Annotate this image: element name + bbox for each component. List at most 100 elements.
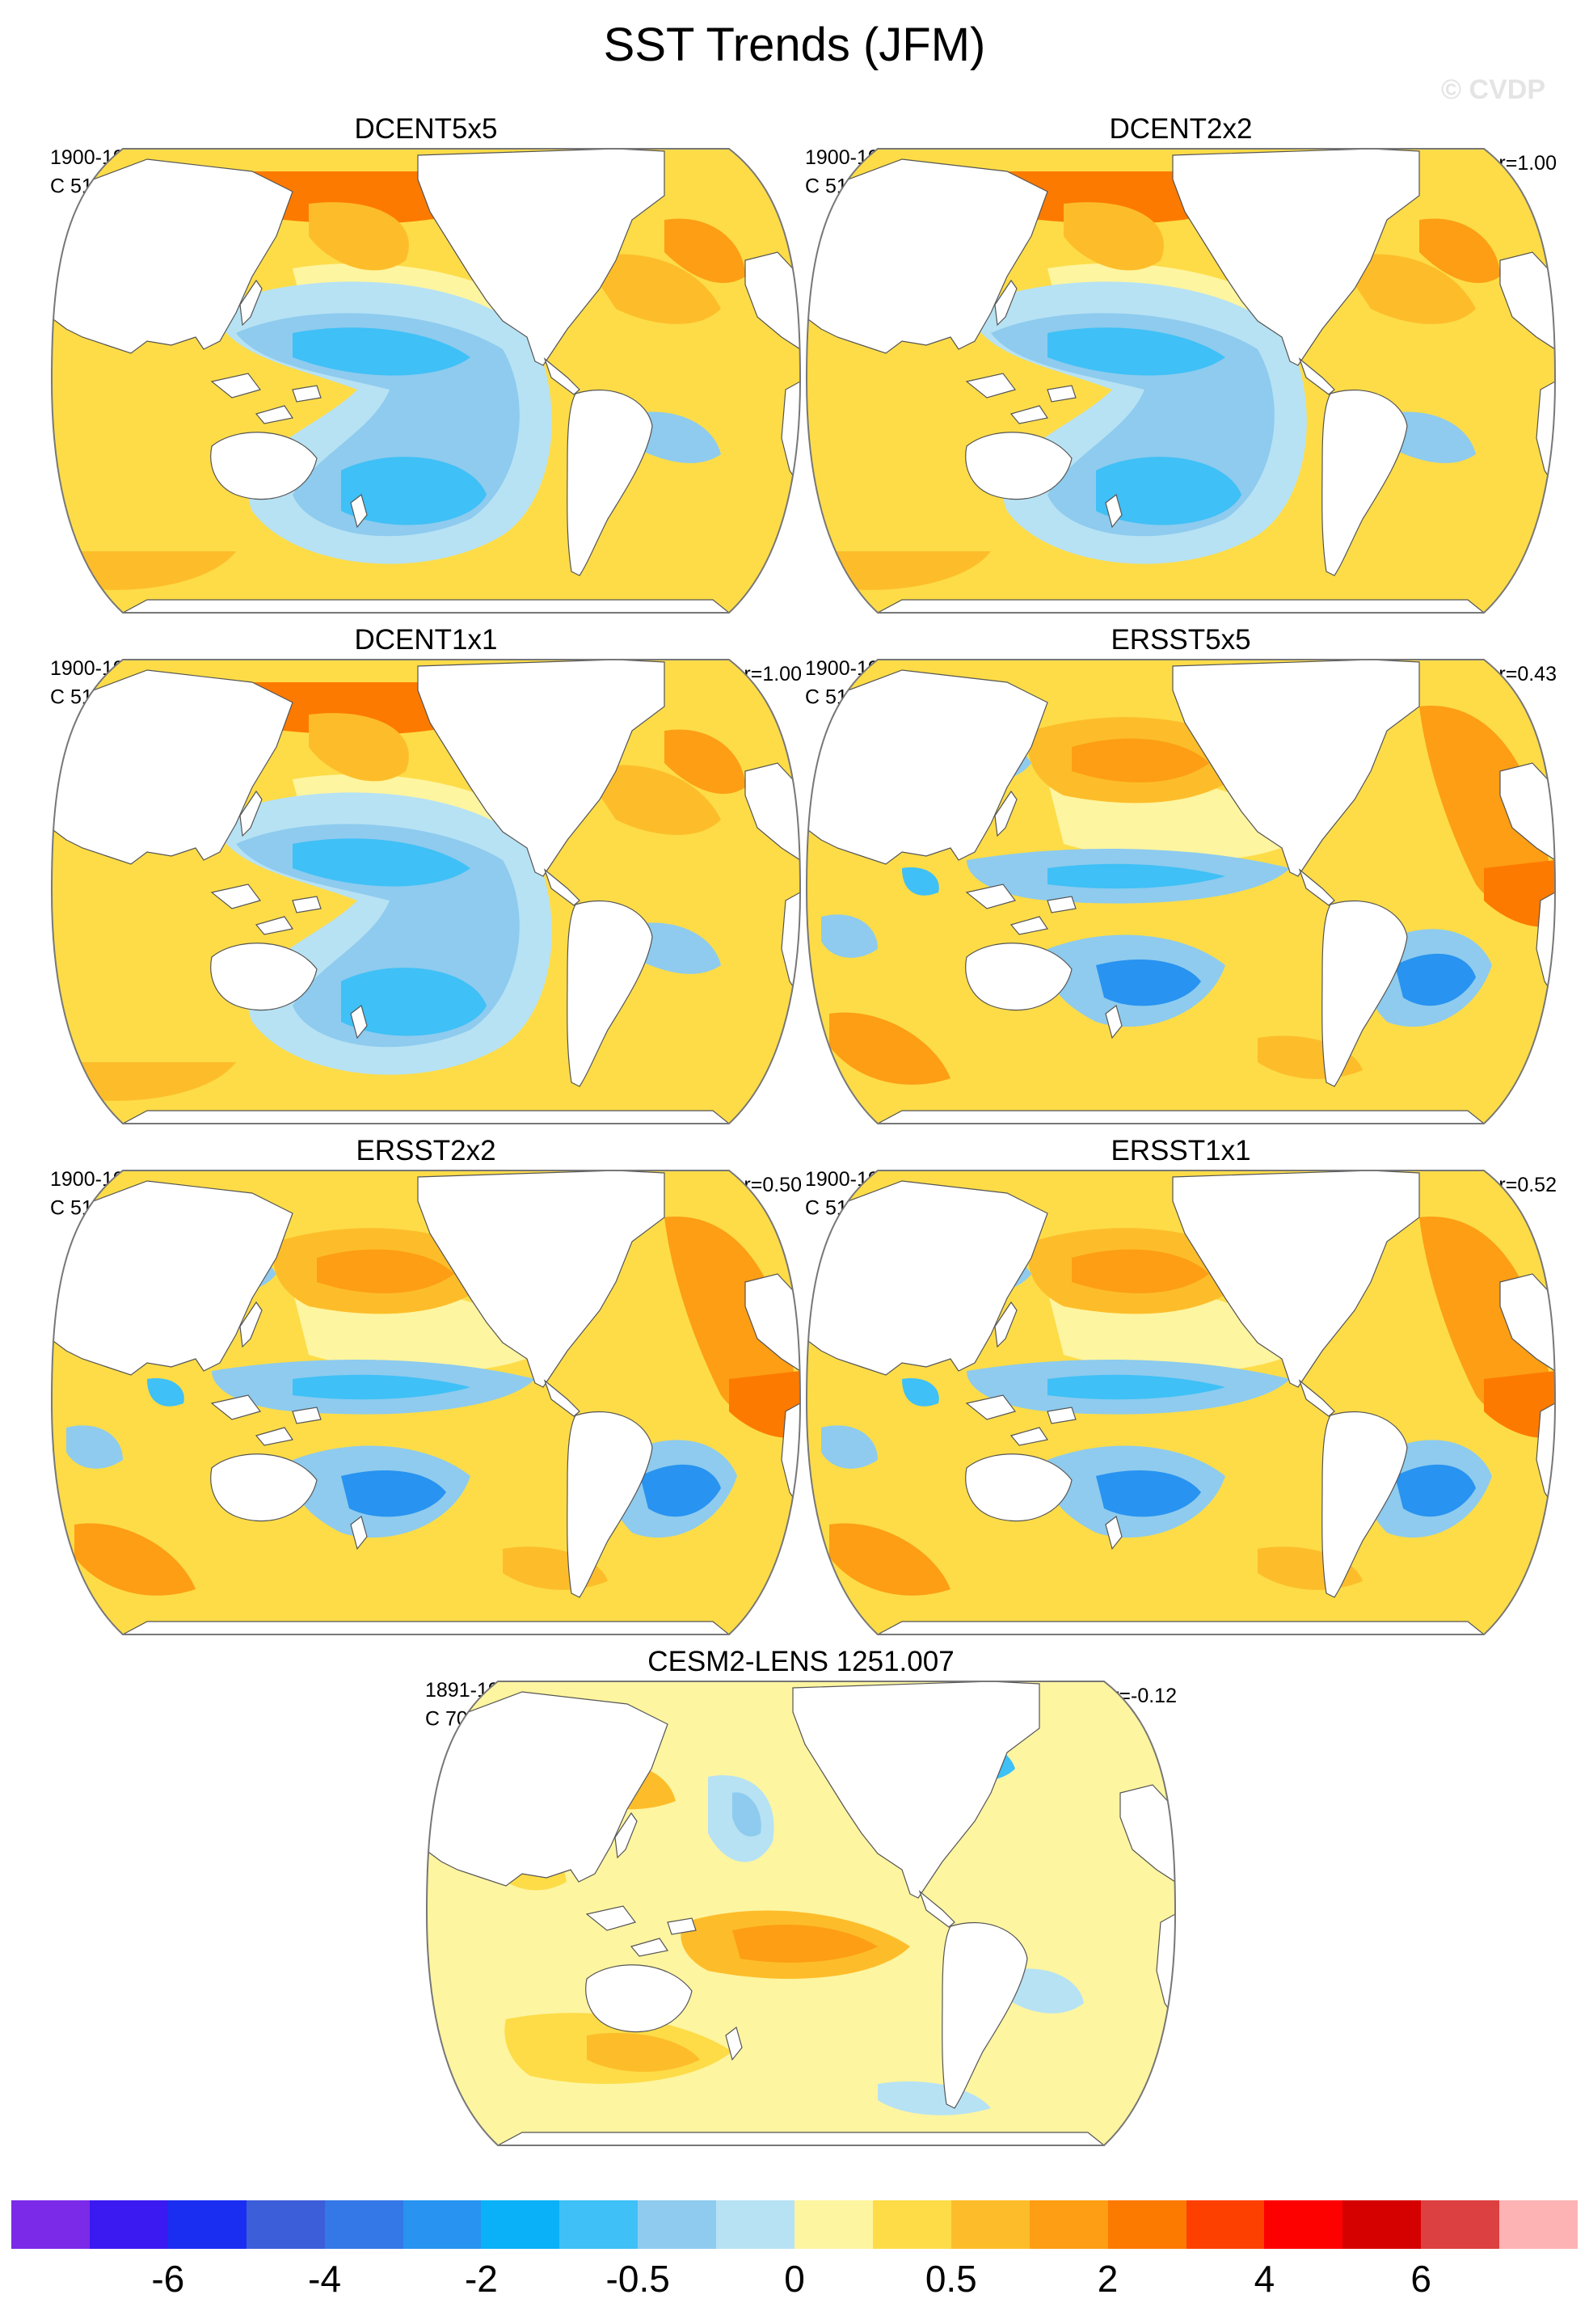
land-mass [497,2132,1106,2145]
land-mass [614,1812,638,1859]
land-mass [744,251,800,351]
map-outline [425,1681,1177,2146]
colorbar-tick-label: 6 [1410,2258,1431,2300]
anomaly-contour [587,2032,700,2072]
land-mass [52,1180,293,1376]
colorbar-swatch [481,2200,560,2249]
land-mass [292,1407,322,1424]
colorbar-swatch [1499,2200,1578,2249]
sst-trend-map [50,1170,802,1635]
anomaly-contour [807,317,904,543]
land-mass [1009,916,1048,935]
anomaly-contour [829,1012,950,1085]
land-mass [255,1427,293,1446]
land-mass [1499,1273,1555,1373]
land-mass [543,1379,580,1417]
land-mass [1047,1407,1077,1424]
anomaly-contour [309,713,409,782]
land-mass [210,432,318,500]
anomaly-contour [293,327,470,376]
land-mass [1047,896,1077,913]
anomaly-contour [293,838,470,887]
land-mass [744,762,800,862]
land-mass [1321,390,1408,576]
colorbar-swatch [1186,2200,1265,2249]
panel-correlation: r=0.52 [1498,1174,1557,1196]
anomaly-contour [732,1792,761,1837]
land-mass [965,1394,1017,1420]
anomaly-contour [52,828,149,1054]
land-mass [1119,1784,1175,1883]
land-mass [1499,762,1555,862]
panel-title: DCENT2x2 [1109,113,1253,145]
land-mass [807,1180,1048,1376]
colorbar-swatch [1342,2200,1422,2249]
land-mass [1105,493,1123,529]
anomaly-contour [902,867,939,896]
colorbar-swatch [794,2200,874,2249]
anomaly-contour [1387,411,1476,463]
land-mass [210,1453,318,1522]
land-mass [994,790,1018,837]
anomaly-contour [147,1378,184,1407]
colorbar-swatch [167,2200,247,2249]
map-outline [50,1170,802,1635]
land-mass [1499,251,1555,351]
colorbar-swatch [11,2200,91,2249]
anomaly-contour [1395,953,1476,1006]
land-mass [122,1110,731,1124]
land-mass [1009,405,1048,424]
sst-trend-map [805,1170,1557,1635]
anomaly-contour [66,1425,123,1469]
land-mass [667,1917,697,1935]
land-mass [965,432,1073,500]
anomaly-contour [1072,738,1209,782]
land-mass [877,599,1486,613]
panel-title: ERSST1x1 [1111,1135,1251,1166]
anomaly-contour [584,254,721,324]
panel-title: ERSST2x2 [356,1135,496,1166]
anomaly-contour [664,729,745,795]
colorbar [11,2200,1578,2249]
land-mass [543,868,580,906]
colorbar-tick-label: 0.5 [925,2258,977,2300]
land-mass [255,405,293,424]
anomaly-contour [902,1378,939,1407]
land-mass [1105,1515,1123,1550]
land-mass [350,493,368,529]
land-mass [994,279,1018,327]
colorbar-tick-label: 2 [1097,2258,1119,2300]
land-mass [567,390,653,576]
colorbar-swatch [246,2200,326,2249]
land-mass [1298,868,1335,906]
colorbar-swatch [716,2200,795,2249]
colorbar-tick-label: -2 [464,2258,498,2300]
anomaly-contour [1419,218,1500,284]
panel-correlation: r=1.00 [1498,152,1557,175]
panel-title: DCENT1x1 [354,624,498,656]
anomaly-contour [1047,863,1225,889]
land-mass [807,669,1048,865]
land-mass [122,599,731,613]
anomaly-contour [1096,959,1201,1006]
figure-title: SST Trends (JFM) [603,19,986,71]
land-mass [350,1004,368,1040]
land-mass [585,1964,693,2033]
colorbar-tick-label: 0 [784,2258,805,2300]
land-mass [1172,660,1420,877]
colorbar-swatch [1107,2200,1186,2249]
anomaly-contour [821,1425,878,1469]
sst-trend-map [425,1681,1177,2146]
land-mass [877,1621,1486,1634]
anomaly-contour [1096,457,1241,525]
colorbar-swatch [1421,2200,1500,2249]
colorbar-swatch [1029,2200,1109,2249]
anomaly-contour [1096,1470,1201,1517]
anomaly-contour [664,1217,794,1418]
land-mass [585,1905,637,1931]
anomaly-contour [732,1924,878,1963]
map-outline [805,1170,1557,1635]
